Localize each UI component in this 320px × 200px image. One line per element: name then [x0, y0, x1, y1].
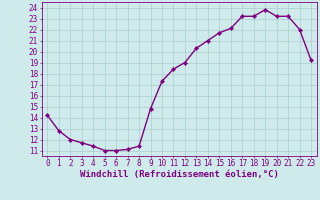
X-axis label: Windchill (Refroidissement éolien,°C): Windchill (Refroidissement éolien,°C): [80, 170, 279, 179]
